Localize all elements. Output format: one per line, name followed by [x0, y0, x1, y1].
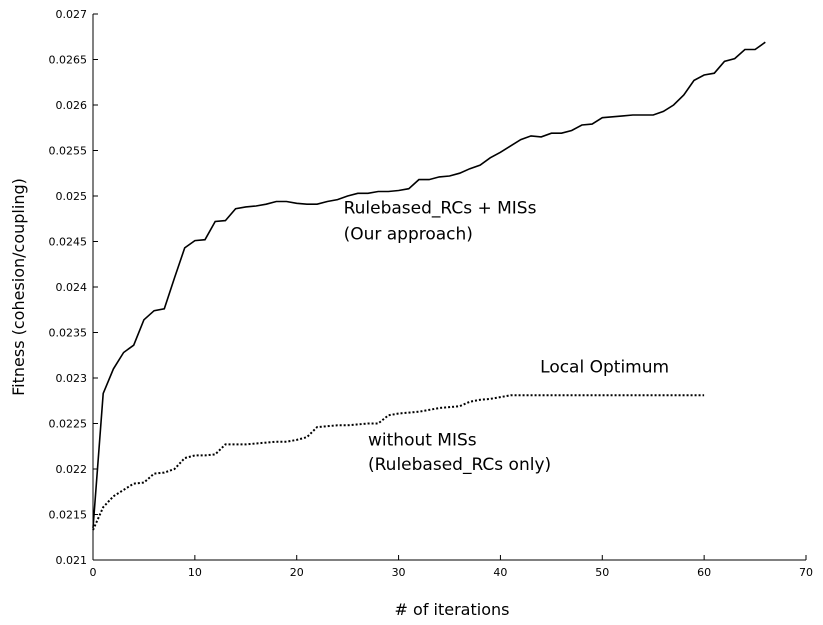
- x-tick-label: 70: [799, 566, 813, 579]
- y-tick-label: 0.021: [56, 554, 88, 567]
- axes: [92, 14, 806, 561]
- y-tick-label: 0.0215: [49, 509, 88, 522]
- x-tick-label: 20: [290, 566, 304, 579]
- annotation-local-opt: Local Optimum: [540, 358, 669, 378]
- annotation-without-2: (Rulebased_RCs only): [368, 455, 551, 475]
- y-tick-label: 0.027: [56, 8, 88, 21]
- series-lines: [92, 41, 766, 531]
- y-tick-label: 0.0235: [49, 327, 88, 340]
- y-tick-label: 0.0245: [49, 236, 88, 249]
- annotation-ours-1: Rulebased_RCs + MISs: [344, 198, 537, 218]
- annotation-ours-2: (Our approach): [344, 225, 473, 245]
- x-tick-label: 60: [697, 566, 711, 579]
- annotations: Rulebased_RCs + MISs (Our approach) Local …: [344, 198, 670, 475]
- y-tick-label: 0.0265: [49, 54, 88, 67]
- tick-marks: [92, 13, 807, 561]
- x-tick-label: 40: [493, 566, 507, 579]
- x-tick-label: 30: [392, 566, 406, 579]
- y-tick-label: 0.023: [56, 372, 88, 385]
- y-tick-label: 0.024: [56, 281, 88, 294]
- x-tick-label: 10: [188, 566, 202, 579]
- series-line-our-approach: [92, 41, 766, 529]
- y-tick-label: 0.0255: [49, 145, 88, 158]
- x-tick-label: 0: [90, 566, 97, 579]
- y-tick-label: 0.026: [56, 99, 88, 112]
- y-tick-label: 0.022: [56, 463, 88, 476]
- annotation-without-1: without MISs: [368, 430, 477, 450]
- x-tick-label: 50: [595, 566, 609, 579]
- y-axis-title: Fitness (cohesion/coupling): [9, 178, 28, 396]
- tick-labels: 0 10 20 30 40 50 60 70 0.021 0.0215 0.022 0.0225 0.0…: [49, 8, 814, 579]
- y-tick-label: 0.025: [56, 190, 88, 203]
- x-axis-title: # of iterations: [395, 600, 510, 619]
- y-tick-label: 0.0225: [49, 418, 88, 431]
